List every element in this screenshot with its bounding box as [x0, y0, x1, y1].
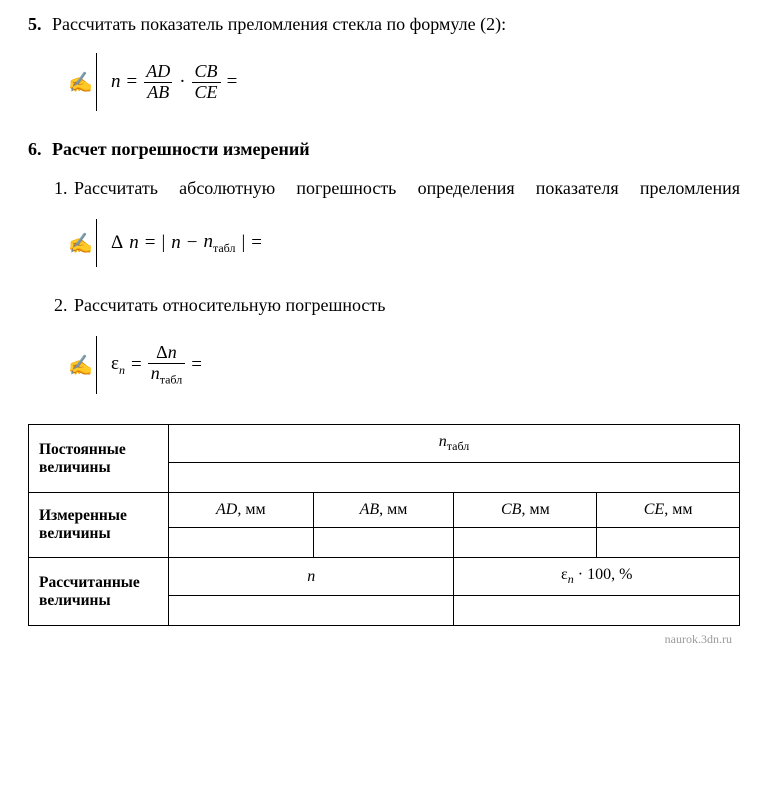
sub2-text: Рассчитать относительную погрешность [74, 295, 740, 316]
vertical-bar [96, 219, 97, 267]
table-row: Рассчитанные величины n εn · 100, % [29, 558, 740, 596]
eq2: = [251, 232, 262, 254]
val-eps [454, 596, 740, 626]
eq2: = [191, 354, 202, 376]
epsilon: εn [111, 353, 125, 378]
frac-bot: nтабл [148, 363, 186, 387]
row3-n: n [169, 558, 454, 596]
formula-5: ✍ n = AD AB · CB CE = [68, 53, 740, 111]
fraction-eps: Δn nтабл [148, 343, 186, 387]
row2-label: Измеренные величины [29, 493, 169, 558]
formula-5-content: n = AD AB · CB CE = [111, 62, 237, 103]
sub-6-2: 2. Рассчитать относительную погрешность [54, 295, 740, 316]
frac1-top: AD [143, 62, 173, 82]
section-6: 6. Расчет погрешности измерений 1. Рассч… [28, 139, 740, 394]
watermark: naurok.3dn.ru [28, 632, 740, 647]
write-icon: ✍ [68, 353, 96, 378]
formula-lhs: n [111, 71, 121, 93]
table-row: Измеренные величины AD, мм AB, мм CB, мм… [29, 493, 740, 528]
val-AB [313, 528, 454, 558]
abs-close: | [241, 232, 245, 254]
heading-6: 6. Расчет погрешности измерений [28, 139, 740, 160]
sub1-num: 1. [54, 178, 74, 199]
eq: = [145, 232, 156, 254]
col-AD: AD, мм [169, 493, 314, 528]
item6-number: 6. [28, 139, 52, 160]
frac2-top: CB [192, 62, 221, 82]
formula-6-2: ✍ εn = Δn nтабл = [68, 336, 740, 394]
eq: = [131, 354, 142, 376]
formula-6-1: ✍ Δn = | n − nтабл | = [68, 219, 740, 267]
formula-6-1-content: Δn = | n − nтабл | = [111, 231, 262, 256]
heading-5: 5. Рассчитать показатель преломления сте… [28, 14, 740, 35]
delta: Δ [111, 232, 123, 254]
val-CE [597, 528, 740, 558]
n1: n [171, 232, 181, 254]
item5-number: 5. [28, 14, 52, 35]
write-icon: ✍ [68, 231, 96, 256]
row1-header: nтабл [169, 425, 740, 463]
row1-label: Постоянные величины [29, 425, 169, 493]
page-content: 5. Рассчитать показатель преломления сте… [0, 0, 768, 657]
frac-top: Δn [153, 343, 180, 363]
val-AD [169, 528, 314, 558]
val-CB [454, 528, 597, 558]
sub2-num: 2. [54, 295, 74, 316]
row3-eps: εn · 100, % [454, 558, 740, 596]
fraction-1: AD AB [143, 62, 173, 103]
col-CE: CE, мм [597, 493, 740, 528]
table-row: Постоянные величины nтабл [29, 425, 740, 463]
vertical-bar [96, 336, 97, 394]
n: n [129, 232, 139, 254]
abs-open: | [161, 232, 165, 254]
formula-eq: = [127, 71, 138, 93]
item6-heading: Расчет погрешности измерений [52, 139, 310, 160]
write-icon: ✍ [68, 70, 96, 95]
col-AB: AB, мм [313, 493, 454, 528]
row1-value [169, 463, 740, 493]
frac2-bot: CE [192, 82, 221, 103]
row3-label: Рассчитанные величины [29, 558, 169, 626]
formula-eq2: = [227, 71, 238, 93]
sub-6-1: 1. Рассчитать абсолютную погрешность опр… [54, 178, 740, 199]
section-5: 5. Рассчитать показатель преломления сте… [28, 14, 740, 111]
vertical-bar [96, 53, 97, 111]
formula-6-2-content: εn = Δn nтабл = [111, 343, 202, 387]
results-table: Постоянные величины nтабл Измеренные вел… [28, 424, 740, 626]
col-CB: CB, мм [454, 493, 597, 528]
fraction-2: CB CE [192, 62, 221, 103]
frac1-bot: AB [144, 82, 172, 103]
item5-text: Рассчитать показатель преломления стекла… [52, 14, 506, 35]
formula-dot: · [179, 71, 185, 93]
sub1-text: Рассчитать абсолютную погрешность опреде… [74, 178, 740, 199]
val-n [169, 596, 454, 626]
minus: − [187, 232, 198, 254]
n-tabl: nтабл [203, 231, 235, 256]
